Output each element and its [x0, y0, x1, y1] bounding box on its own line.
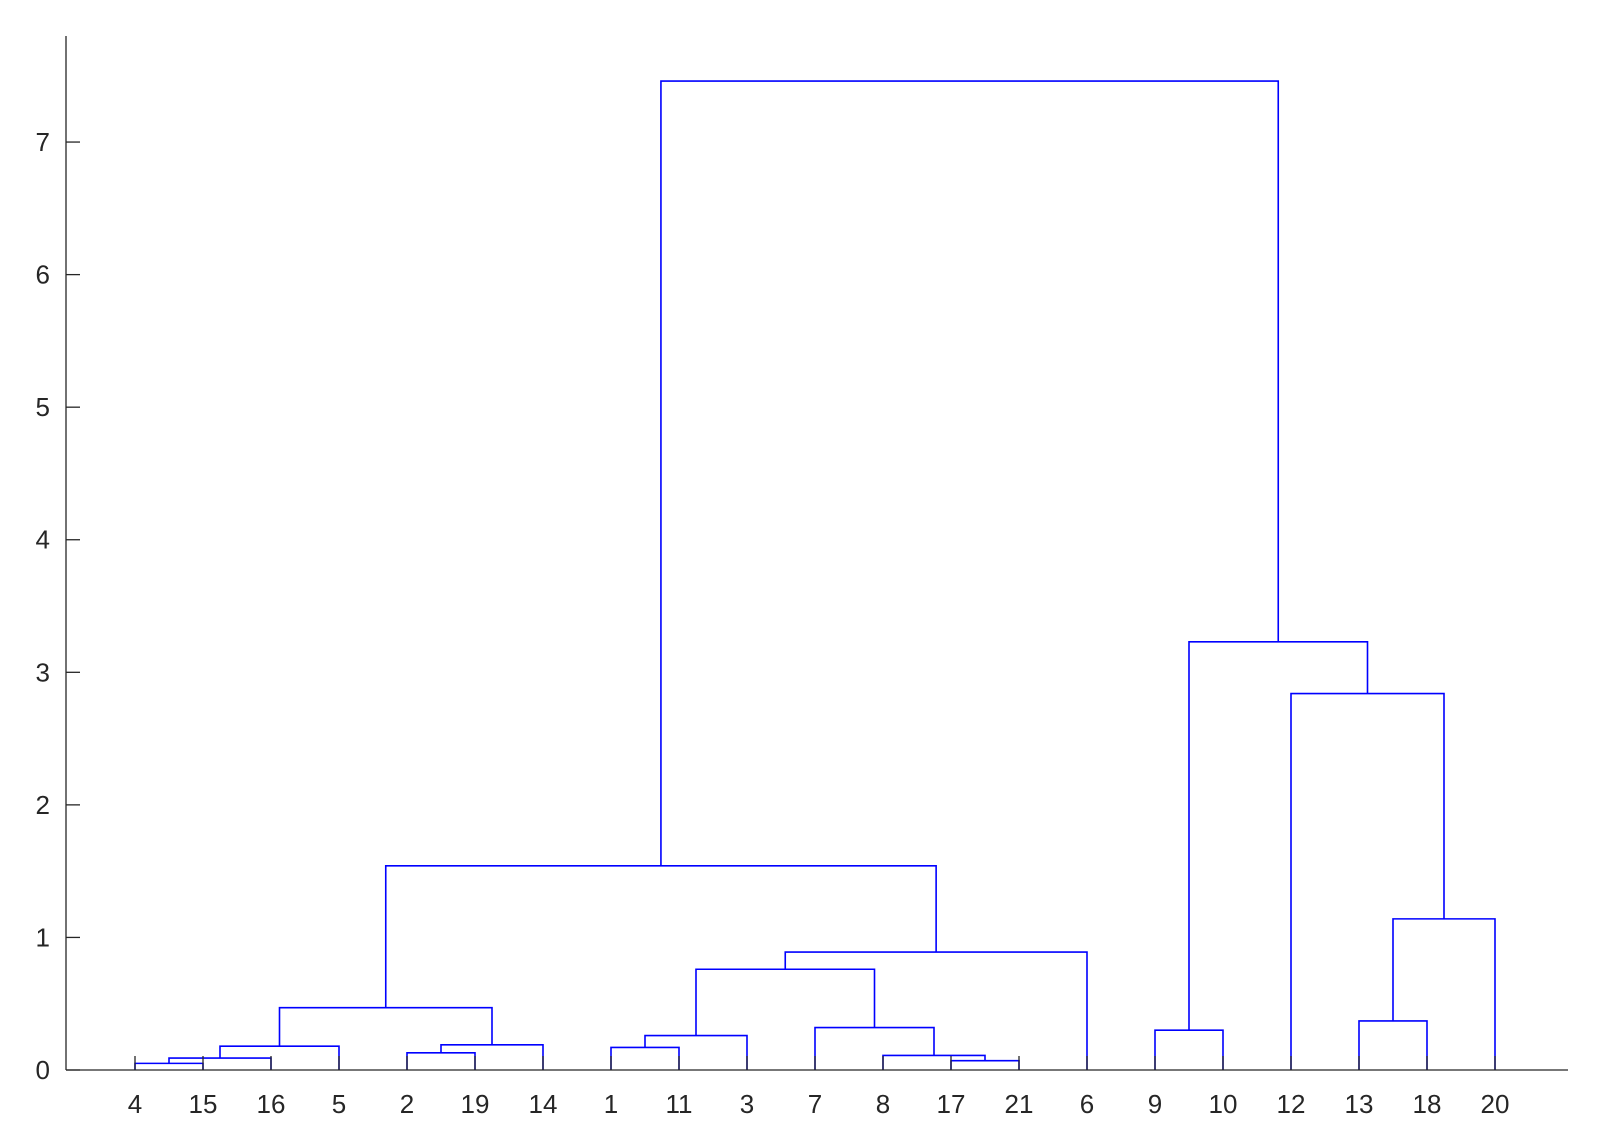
x-leaf-label: 12: [1277, 1089, 1306, 1119]
x-leaf-label: 2: [400, 1089, 414, 1119]
x-leaf-label: 14: [529, 1089, 558, 1119]
x-leaf-label: 5: [332, 1089, 346, 1119]
dendrogram-link-cRoot: [660, 80, 1280, 866]
x-leaf-label: 3: [740, 1089, 754, 1119]
x-leaf-label: 21: [1005, 1089, 1034, 1119]
y-tick-label: 1: [36, 922, 50, 952]
dendrogram-link-c17_21: [950, 1059, 1020, 1070]
x-leaf-label: 11: [666, 1089, 693, 1119]
dendrogram-link-c4_15: [134, 1062, 204, 1070]
x-leaf-label: 13: [1345, 1089, 1374, 1119]
dendrogram-link-c2_19: [406, 1051, 476, 1070]
x-axis-leaf-labels: 4 15 16 5 2 19 14 1 11 3 7 8 17 21 6 9 10 12 13 18 20: [128, 1056, 1510, 1119]
y-axis-ticks: 0 1 2 3 4 5 6 7: [36, 127, 80, 1085]
dendrogram-link-c7_8_17_21: [814, 1026, 935, 1070]
dendrogram-link-c1_11: [610, 1046, 680, 1070]
dendrogram-link-c9_10: [1154, 1029, 1224, 1070]
dendrogram-link-c2_19_14: [440, 1044, 544, 1070]
dendrogram-link-cRight: [1188, 641, 1369, 1031]
y-tick-label: 7: [36, 127, 50, 157]
dendrogram-link-c13_18: [1358, 1020, 1428, 1070]
x-leaf-label: 6: [1080, 1089, 1094, 1119]
y-tick-label: 0: [36, 1055, 50, 1085]
x-leaf-label: 8: [876, 1089, 890, 1119]
y-tick-label: 3: [36, 657, 50, 687]
dendrogram-links: [134, 80, 1496, 1070]
x-leaf-label: 18: [1413, 1089, 1442, 1119]
x-leaf-label: 9: [1148, 1089, 1162, 1119]
x-leaf-label: 20: [1481, 1089, 1510, 1119]
x-leaf-label: 1: [604, 1089, 618, 1119]
x-leaf-label: 15: [189, 1089, 218, 1119]
x-leaf-label: 16: [257, 1089, 286, 1119]
axes: [65, 36, 1568, 1071]
dendrogram-link-cLeftA: [278, 1006, 493, 1047]
x-leaf-label: 19: [461, 1089, 490, 1119]
dendrogram-link-cLeft: [384, 865, 937, 1008]
x-leaf-label: 10: [1209, 1089, 1238, 1119]
dendrogram-link-cMidB: [784, 951, 1088, 1070]
dendrogram-link-c13_18_20: [1392, 918, 1496, 1070]
x-leaf-label: 4: [128, 1089, 142, 1119]
y-tick-label: 5: [36, 392, 50, 422]
x-leaf-label: 17: [937, 1089, 966, 1119]
dendrogram-link-c8_17_21: [882, 1054, 986, 1070]
x-leaf-label: 7: [808, 1089, 822, 1119]
dendrogram-link-c1_11_3: [644, 1034, 748, 1070]
y-tick-label: 4: [36, 525, 50, 555]
y-tick-label: 6: [36, 260, 50, 290]
dendrogram-link-cRightB: [1290, 692, 1445, 1070]
dendrogram-link-cMidA: [695, 968, 876, 1036]
y-tick-label: 2: [36, 790, 50, 820]
